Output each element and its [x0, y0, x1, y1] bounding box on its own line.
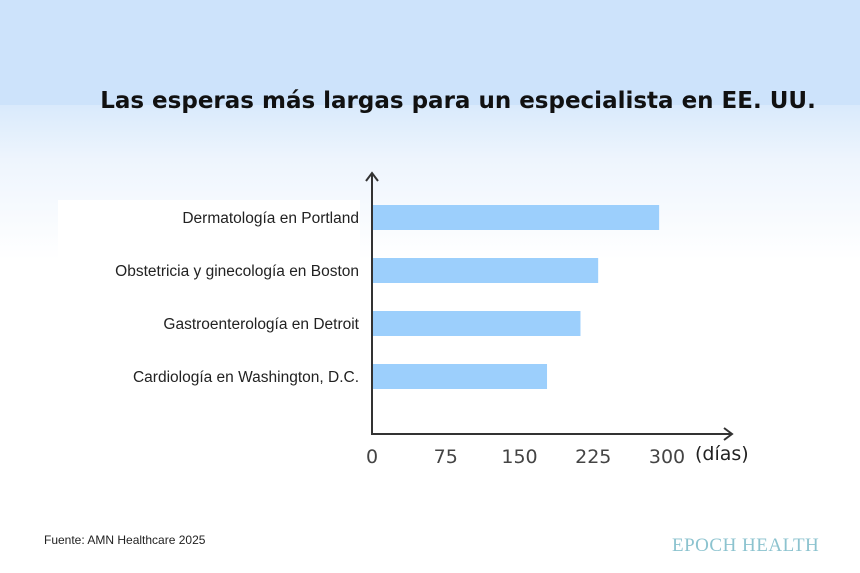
x-tick-label: 300: [649, 446, 685, 468]
category-label: Obstetricia y ginecología en Boston: [115, 263, 359, 280]
chart-title: Las esperas más largas para un especiali…: [100, 88, 816, 114]
axes: [365, 171, 734, 441]
x-tick-label: 75: [434, 446, 458, 468]
x-tick-label: 0: [366, 446, 378, 468]
source-note: Fuente: AMN Healthcare 2025: [44, 533, 206, 547]
epoch-health-logo: EPOCH HEALTH: [672, 535, 820, 556]
header-band: [0, 0, 860, 105]
bar: [372, 311, 581, 336]
bar: [372, 364, 548, 389]
x-axis-unit: (días): [695, 443, 749, 465]
bar: [372, 205, 660, 230]
x-tick-label: 225: [575, 446, 611, 468]
label-panel: [58, 200, 360, 342]
x-tick-label: 150: [501, 446, 537, 468]
category-label: Dermatología en Portland: [182, 210, 359, 227]
category-label: Gastroenterología en Detroit: [163, 316, 359, 333]
bar: [372, 258, 599, 283]
category-label: Cardiología en Washington, D.C.: [133, 369, 359, 386]
